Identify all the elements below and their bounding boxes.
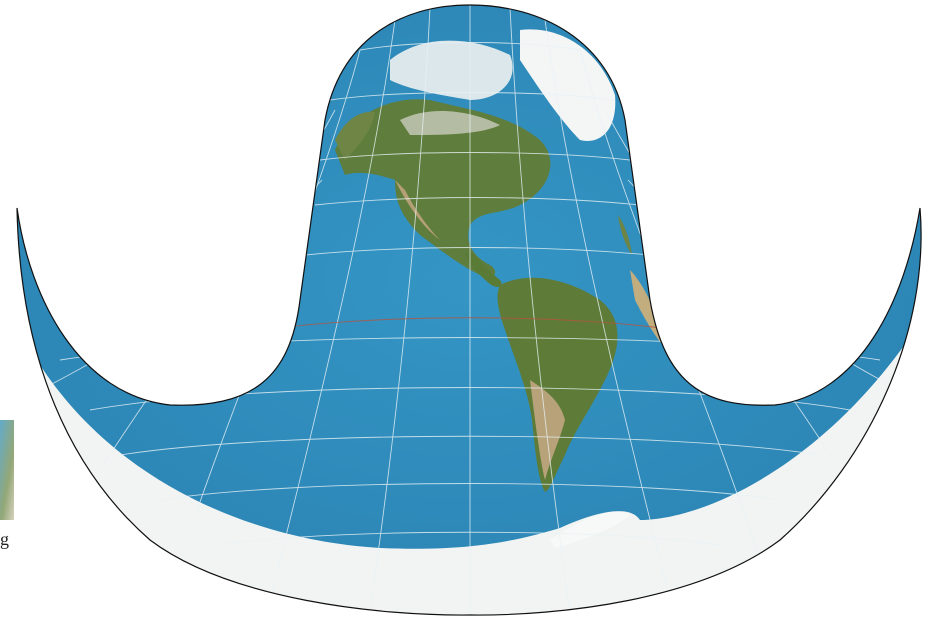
northeast-asia [335, 111, 375, 160]
arctic-islands [390, 40, 513, 100]
stray-caption-fragment: g [0, 529, 9, 549]
europe-edge [618, 215, 632, 255]
antarctic-peninsula [550, 511, 630, 548]
canada-snow [400, 110, 500, 135]
na-western-deserts [395, 180, 440, 240]
south-america [497, 277, 618, 492]
north-america [335, 99, 551, 277]
adjacent-map-fragment [0, 420, 14, 520]
antarctica-ice [20, 330, 915, 616]
greenland-ice [520, 29, 616, 141]
central-america [465, 250, 502, 287]
sa-southern-dry-lands [530, 380, 565, 480]
